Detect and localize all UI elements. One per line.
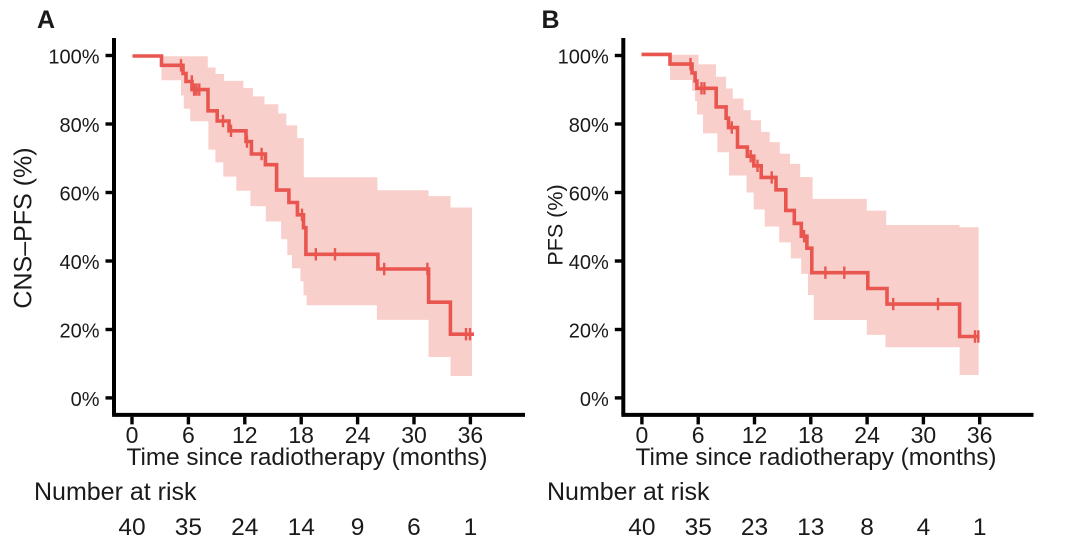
svg-text:30: 30 [911, 422, 937, 448]
svg-text:1: 1 [464, 514, 478, 541]
svg-text:24: 24 [854, 422, 880, 448]
svg-text:A: A [37, 6, 55, 34]
svg-text:30: 30 [401, 422, 427, 448]
svg-text:60%: 60% [569, 184, 609, 206]
svg-text:Number at risk: Number at risk [547, 478, 710, 506]
svg-text:PFS (%): PFS (%) [544, 184, 568, 265]
svg-text:35: 35 [175, 514, 202, 541]
svg-text:B: B [542, 6, 560, 34]
svg-text:0: 0 [126, 422, 139, 448]
svg-text:24: 24 [231, 514, 258, 541]
svg-text:14: 14 [288, 514, 315, 541]
svg-text:40%: 40% [59, 252, 99, 274]
svg-text:20%: 20% [569, 321, 609, 343]
svg-text:1: 1 [973, 514, 987, 541]
svg-text:Time since radiotherapy (month: Time since radiotherapy (months) [636, 444, 997, 471]
svg-text:20%: 20% [59, 321, 99, 343]
svg-text:35: 35 [685, 514, 712, 541]
svg-text:24: 24 [345, 422, 371, 448]
svg-text:80%: 80% [59, 115, 99, 137]
svg-text:CNS–PFS (%): CNS–PFS (%) [10, 147, 38, 308]
svg-text:100%: 100% [48, 47, 99, 69]
svg-text:18: 18 [798, 422, 824, 448]
svg-text:80%: 80% [569, 115, 609, 137]
svg-text:18: 18 [288, 422, 314, 448]
svg-text:40: 40 [628, 514, 655, 541]
svg-text:40: 40 [118, 514, 145, 541]
svg-text:13: 13 [797, 514, 824, 541]
svg-text:12: 12 [232, 422, 258, 448]
svg-text:4: 4 [917, 514, 931, 541]
svg-text:6: 6 [692, 422, 705, 448]
svg-text:36: 36 [967, 422, 993, 448]
svg-text:Time since radiotherapy (month: Time since radiotherapy (months) [127, 444, 488, 471]
svg-text:0: 0 [636, 422, 649, 448]
svg-text:0%: 0% [71, 389, 100, 411]
svg-text:12: 12 [742, 422, 768, 448]
svg-text:40%: 40% [569, 252, 609, 274]
svg-text:0%: 0% [580, 389, 609, 411]
svg-text:9: 9 [351, 514, 365, 541]
svg-text:100%: 100% [558, 47, 609, 69]
svg-text:60%: 60% [59, 184, 99, 206]
svg-text:8: 8 [860, 514, 874, 541]
svg-text:6: 6 [182, 422, 195, 448]
svg-text:23: 23 [741, 514, 768, 541]
svg-text:6: 6 [407, 514, 421, 541]
svg-text:Number at risk: Number at risk [34, 478, 197, 506]
svg-text:36: 36 [458, 422, 484, 448]
